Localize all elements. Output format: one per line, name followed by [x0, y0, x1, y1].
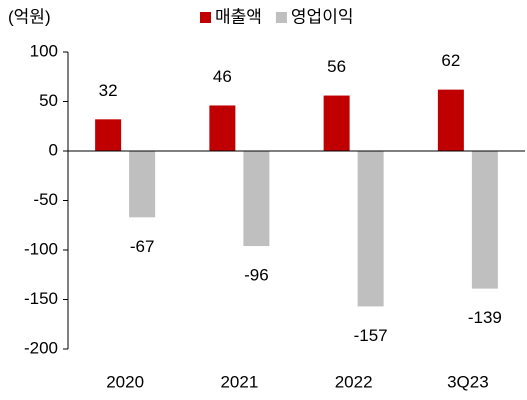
legend-swatch: [275, 12, 287, 23]
bar: [357, 151, 384, 307]
y-tick-label: -50: [33, 190, 58, 209]
x-tick-label: 2021: [220, 372, 258, 391]
legend-swatch: [200, 12, 211, 23]
y-tick-label: -200: [24, 338, 58, 357]
bar: [471, 151, 498, 289]
data-label: 32: [99, 81, 118, 100]
data-label: -157: [354, 326, 388, 345]
x-tick-label: 3Q23: [447, 372, 489, 391]
y-tick-label: 0: [49, 140, 58, 159]
y-tick-label: -100: [24, 239, 58, 258]
bar: [243, 151, 270, 247]
data-label: -67: [130, 237, 155, 256]
data-label: 46: [213, 67, 232, 86]
data-label: -96: [244, 266, 269, 285]
bar: [95, 119, 122, 151]
data-label: 56: [327, 57, 346, 76]
data-label: -139: [468, 308, 502, 327]
legend-label: 영업이익: [291, 7, 354, 26]
legend-label: 매출액: [215, 7, 262, 26]
y-tick-label: -150: [24, 289, 58, 308]
x-tick-label: 2020: [106, 372, 144, 391]
bar: [437, 89, 464, 151]
x-tick-label: 2022: [335, 372, 373, 391]
data-label: 62: [441, 51, 460, 70]
bar: [209, 105, 236, 151]
bar: [323, 95, 350, 151]
y-tick-label: 100: [30, 41, 58, 60]
unit-label: (억원): [8, 7, 51, 26]
bar: [129, 151, 156, 218]
y-tick-label: 50: [39, 91, 58, 110]
